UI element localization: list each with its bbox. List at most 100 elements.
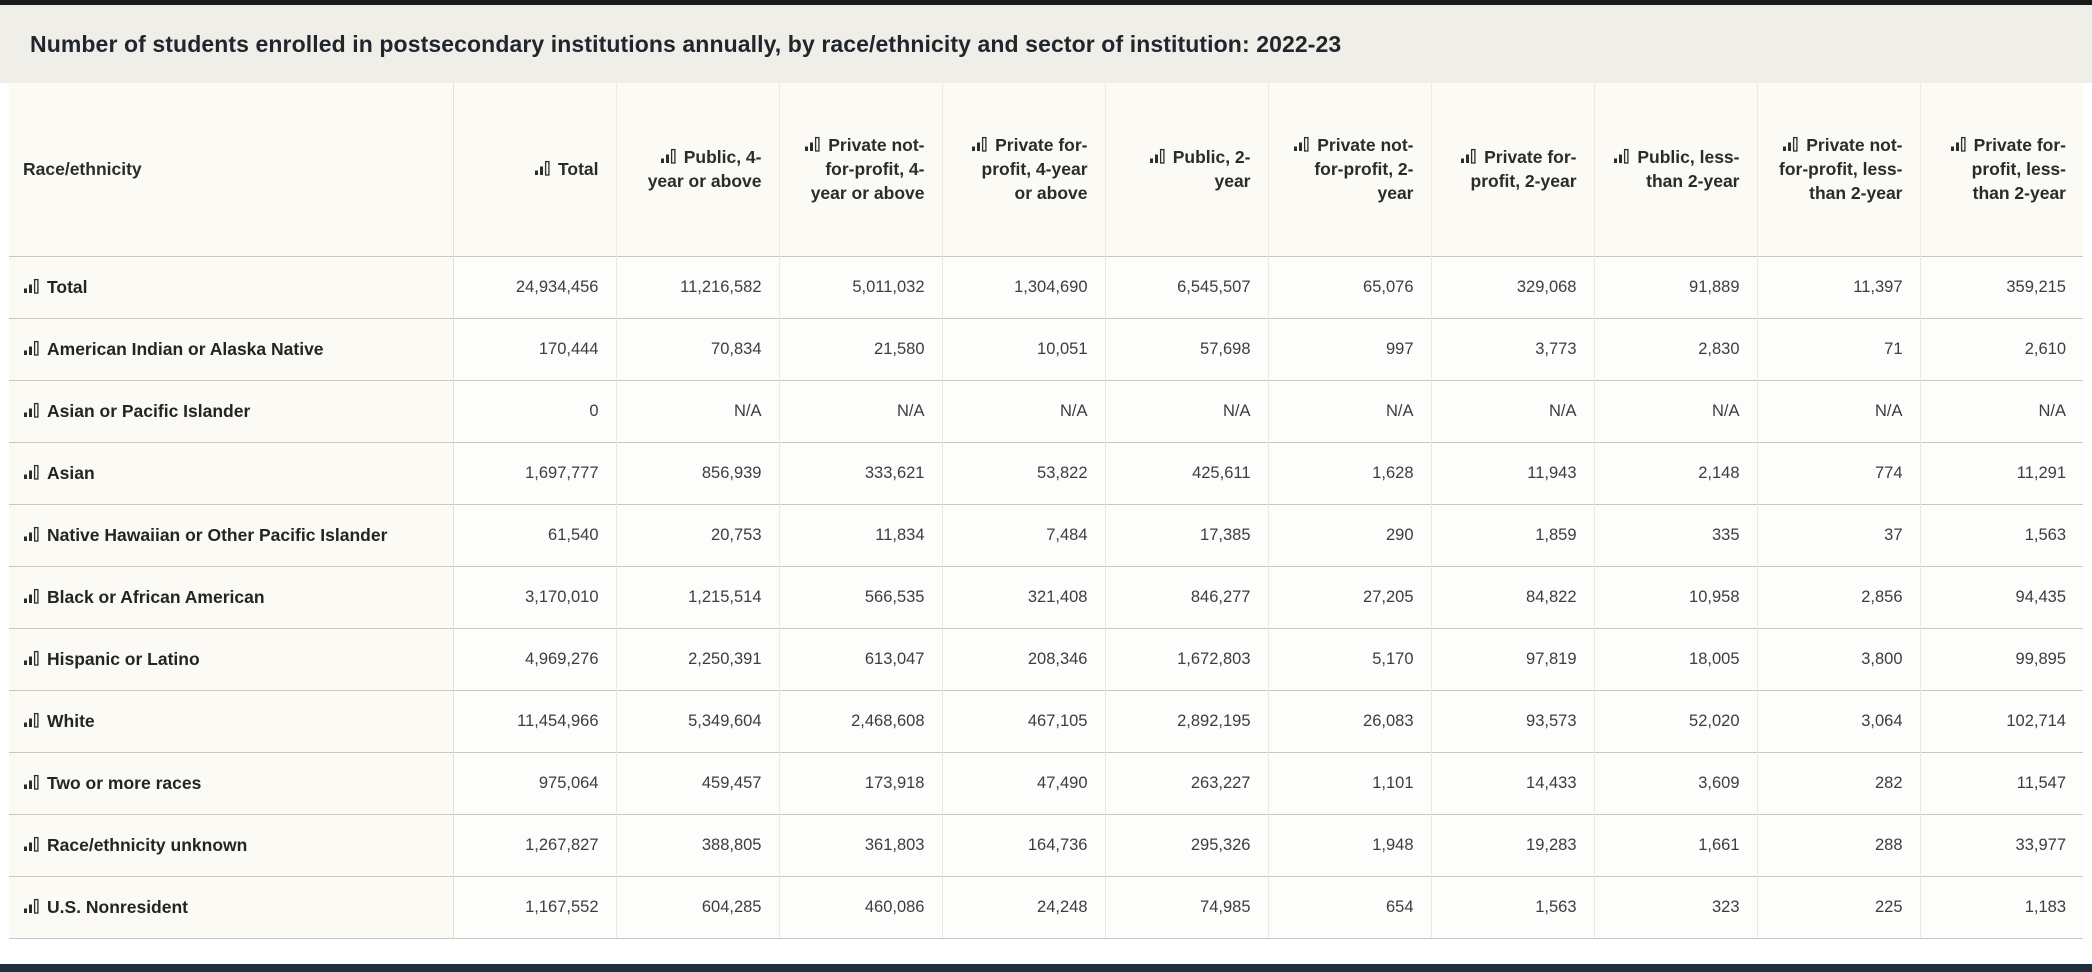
cell-value: 24,934,456 (453, 255, 617, 318)
cell-value: 2,830 (1594, 317, 1758, 380)
column-header-label: Public, less-than 2-year (1637, 147, 1740, 192)
bar-chart-icon[interactable] (23, 712, 40, 728)
bar-chart-icon[interactable] (1613, 148, 1630, 164)
bar-chart-icon[interactable] (660, 148, 677, 164)
cell-value: N/A (1594, 379, 1758, 442)
cell-value: 99,895 (1920, 627, 2083, 690)
bar-chart-icon[interactable] (23, 898, 40, 914)
cell-value: 774 (1757, 441, 1921, 504)
bar-chart-icon[interactable] (23, 464, 40, 480)
column-header-public-4-year-or-above: Public, 4-year or above (616, 83, 780, 256)
cell-value: 1,167,552 (453, 875, 617, 939)
column-header-private-for-profit-4-year-or-above: Private for-profit, 4-year or above (942, 83, 1106, 256)
cell-value: 4,969,276 (453, 627, 617, 690)
bar-chart-icon[interactable] (1782, 136, 1799, 152)
column-header-private-not-for-profit-4-year-or-above: Private not-for-profit, 4-year or above (779, 83, 943, 256)
column-header-private-for-profit-2-year: Private for-profit, 2-year (1431, 83, 1595, 256)
cell-value: 388,805 (616, 813, 780, 876)
cell-value: 93,573 (1431, 689, 1595, 752)
row-label-race-ethnicity-unknown: Race/ethnicity unknown (9, 813, 454, 876)
cell-value: 11,454,966 (453, 689, 617, 752)
cell-value: 2,468,608 (779, 689, 943, 752)
cell-value: 1,215,514 (616, 565, 780, 628)
row-label-text: U.S. Nonresident (47, 897, 188, 917)
bar-chart-icon[interactable] (23, 402, 40, 418)
table-row-american-indian-or-alaska-native: American Indian or Alaska Native 170,444 7… (9, 317, 2083, 380)
cell-value: 1,304,690 (942, 255, 1106, 318)
row-label-text: Asian (47, 463, 95, 483)
cell-value: 11,547 (1920, 751, 2083, 814)
cell-value: N/A (1920, 379, 2083, 442)
page-title: Number of students enrolled in postsecon… (30, 30, 1342, 57)
cell-value: 1,661 (1594, 813, 1758, 876)
bar-chart-icon[interactable] (804, 136, 821, 152)
bar-chart-icon[interactable] (971, 136, 988, 152)
cell-value: 263,227 (1105, 751, 1269, 814)
table-row-total: Total 24,934,456 11,216,582 5,011,032 1,304,… (9, 255, 2083, 318)
row-label-text: Native Hawaiian or Other Pacific Islande… (47, 525, 388, 545)
bar-chart-icon[interactable] (23, 836, 40, 852)
bar-chart-icon[interactable] (1293, 136, 1310, 152)
bar-chart-icon[interactable] (534, 160, 551, 176)
cell-value: 460,086 (779, 875, 943, 939)
table-header-row: Race/ethnicity Total Public, 4-year or a… (9, 83, 2083, 256)
table-row-asian: Asian 1,697,777 856,939 333,621 53,822 425,61… (9, 441, 2083, 504)
cell-value: 37 (1757, 503, 1921, 566)
cell-value: 1,628 (1268, 441, 1432, 504)
row-label-text: Asian or Pacific Islander (47, 401, 251, 421)
cell-value: 335 (1594, 503, 1758, 566)
cell-value: 295,326 (1105, 813, 1269, 876)
column-header-label: Private for-profit, 4-year or above (981, 135, 1088, 204)
cell-value: 102,714 (1920, 689, 2083, 752)
table-row-native-hawaiian-or-other-pacific-islander: Native Hawaiian or Other Pacific Islande… (9, 503, 2083, 566)
cell-value: 10,958 (1594, 565, 1758, 628)
cell-value: N/A (1268, 379, 1432, 442)
row-label-text: White (47, 711, 95, 731)
table-row-asian-or-pacific-islander: Asian or Pacific Islander 0 N/A N/A N/A N/A N/… (9, 379, 2083, 442)
column-header-private-not-for-profit-less-than-2-year: Private not-for-profit, less-than 2-year (1757, 83, 1921, 256)
cell-value: 74,985 (1105, 875, 1269, 939)
cell-value: 14,433 (1431, 751, 1595, 814)
table-row-race-ethnicity-unknown: Race/ethnicity unknown 1,267,827 388,805 36… (9, 813, 2083, 876)
cell-value: 208,346 (942, 627, 1106, 690)
cell-value: 2,856 (1757, 565, 1921, 628)
bar-chart-icon[interactable] (23, 774, 40, 790)
bar-chart-icon[interactable] (23, 526, 40, 542)
cell-value: N/A (616, 379, 780, 442)
bar-chart-icon[interactable] (1149, 148, 1166, 164)
cell-value: 5,349,604 (616, 689, 780, 752)
table-container: Race/ethnicity Total Public, 4-year or a… (0, 83, 2092, 939)
table-row-u-s-nonresident: U.S. Nonresident 1,167,552 604,285 460,086 2… (9, 875, 2083, 939)
column-header-public-2-year: Public, 2-year (1105, 83, 1269, 256)
bar-chart-icon[interactable] (23, 340, 40, 356)
bar-chart-icon[interactable] (23, 588, 40, 604)
cell-value: 288 (1757, 813, 1921, 876)
cell-value: 3,064 (1757, 689, 1921, 752)
bar-chart-icon[interactable] (23, 278, 40, 294)
column-header-label: Private for-profit, less-than 2-year (1971, 135, 2066, 204)
cell-value: 24,248 (942, 875, 1106, 939)
cell-value: 57,698 (1105, 317, 1269, 380)
cell-value: 654 (1268, 875, 1432, 939)
cell-value: 613,047 (779, 627, 943, 690)
cell-value: N/A (779, 379, 943, 442)
bar-chart-icon[interactable] (1460, 148, 1477, 164)
cell-value: 7,484 (942, 503, 1106, 566)
cell-value: 20,753 (616, 503, 780, 566)
bar-chart-icon[interactable] (23, 650, 40, 666)
bar-chart-icon[interactable] (1950, 136, 1967, 152)
cell-value: 359,215 (1920, 255, 2083, 318)
cell-value: 33,977 (1920, 813, 2083, 876)
column-header-label: Private for-profit, 2-year (1470, 147, 1577, 192)
row-label-text: Two or more races (47, 773, 202, 793)
cell-value: 5,011,032 (779, 255, 943, 318)
cell-value: 225 (1757, 875, 1921, 939)
cell-value: 975,064 (453, 751, 617, 814)
cell-value: 846,277 (1105, 565, 1269, 628)
row-label-american-indian-or-alaska-native: American Indian or Alaska Native (9, 317, 454, 380)
table-row-black-or-african-american: Black or African American 3,170,010 1,215,… (9, 565, 2083, 628)
row-label-asian: Asian (9, 441, 454, 504)
cell-value: N/A (1431, 379, 1595, 442)
cell-value: 323 (1594, 875, 1758, 939)
row-label-hispanic-or-latino: Hispanic or Latino (9, 627, 454, 690)
